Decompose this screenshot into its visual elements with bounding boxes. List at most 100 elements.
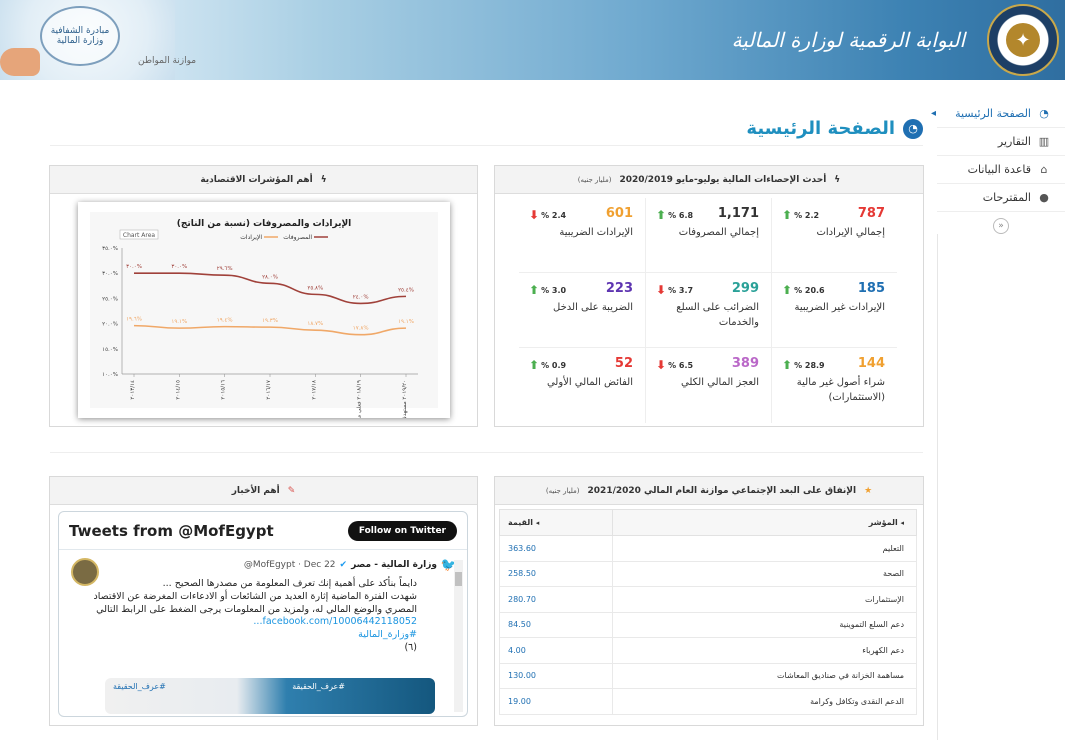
value-cell: 363.60 — [498, 535, 614, 562]
account-name[interactable]: وزارة المالية - مصر — [351, 560, 437, 570]
tweet-link[interactable]: facebook.com/10006442118052... — [253, 616, 417, 628]
panel-title: أهم الأخبار — [231, 485, 280, 496]
y-tick-label: ١٥.٠% — [102, 347, 118, 353]
data-label: ٢٨.٠% — [262, 274, 278, 280]
y-tick-label: ٣٥.٠% — [102, 246, 118, 252]
tweet-count: (٦) — [404, 642, 417, 654]
column-header-value[interactable]: ◂ القيمة — [498, 509, 614, 536]
account-handle[interactable]: @MofEgypt · Dec 22 — [243, 560, 336, 570]
x-tick-label: ٢٠١٧/١٨ — [311, 380, 317, 400]
data-label: ٢٤.٠% — [353, 294, 369, 300]
sidebar-item-home[interactable]: ◔ الصفحة الرئيسية ◂ — [931, 100, 1065, 128]
table-row: الصحة 258.50 — [498, 560, 917, 587]
dashboard-icon: ◔ — [1039, 107, 1049, 120]
change-value: 6.5 % — [668, 360, 694, 370]
chart-title: الإيرادات والمصروفات (نسبة من الناتج) — [177, 219, 352, 229]
stat-change: 28.9 % ⬆ — [782, 358, 825, 372]
page-title: ◔ الصفحة الرئيسية — [746, 118, 923, 139]
chart-area-tag — [119, 229, 159, 240]
column-label: المؤشر — [868, 518, 898, 527]
stat-label: إجمالي المصروفات — [678, 227, 759, 238]
legend-entry: المصروفات — [283, 234, 312, 241]
column-header-indicator[interactable]: ◂ المؤشر — [612, 509, 917, 536]
arrow-down-icon: ⬇ — [529, 208, 540, 222]
series-line — [133, 324, 407, 336]
data-label: ١٩.٣% — [262, 318, 278, 324]
twitter-timeline[interactable]: Tweets from @MofEgypt Follow on Twitter … — [58, 511, 468, 717]
sidebar-background — [937, 234, 1065, 740]
revenue-expense-chart[interactable]: Chart Area الإيرادات والمصروفات (نسبة من … — [78, 202, 450, 428]
comments-icon: ● — [1039, 191, 1049, 204]
timeline-title[interactable]: Tweets from @MofEgypt — [69, 521, 274, 540]
column-label: القيمة — [508, 518, 533, 527]
data-label: ١٩.٤% — [217, 318, 233, 324]
tweet[interactable]: وزارة المالية - مصر ✔ @MofEgypt · Dec 22… — [59, 550, 467, 716]
y-tick-label: ٣٠.٠% — [102, 271, 118, 277]
stat-card: 144 28.9 % ⬆ شراء أصول غير مالية (الاستثمار… — [771, 348, 897, 423]
data-label: ٢٩.٦% — [217, 266, 233, 272]
sidebar-item-reports[interactable]: ▥ التقارير — [937, 128, 1065, 156]
panel-header: ★ الإنفاق على البعد الإجتماعي موازنة الع… — [495, 477, 923, 505]
table-row: التعليم 363.60 — [498, 535, 917, 562]
twitter-bird-icon[interactable]: 🐦 — [440, 558, 457, 573]
sidebar-item-database[interactable]: ⌂ قاعدة البيانات — [937, 156, 1065, 184]
stat-value: 1,171 — [717, 206, 759, 221]
change-value: 28.9 % — [794, 360, 825, 370]
scrollbar[interactable] — [454, 560, 463, 712]
stat-change: 20.6 % ⬆ — [782, 283, 825, 297]
sort-caret-icon: ◂ — [535, 519, 540, 527]
stat-change: 2.4 % ⬇ — [529, 208, 566, 222]
y-tick-label: ٢٥.٠% — [102, 296, 118, 302]
change-value: 2.2 % — [794, 210, 820, 220]
social-spending-table: ◂ المؤشر ◂ القيمة التعليم 363.60 الصحة 258.… — [498, 509, 917, 715]
image-tag: #عرف_الحقيقة — [113, 682, 166, 691]
unit-label: (مليار جنيه) — [577, 175, 612, 184]
stat-value: 787 — [857, 206, 885, 221]
bolt-icon: ϟ — [320, 174, 327, 185]
panel-title: أحدث الإحصاءات المالية يوليو-مايو 2020/2… — [619, 174, 827, 185]
follow-button[interactable]: Follow on Twitter — [347, 520, 457, 541]
data-label: ١٧.٨% — [353, 326, 369, 332]
sidebar-collapse-button[interactable]: « — [993, 218, 1009, 234]
stats-grid: 787 2.2 % ⬆ إجمالي الإيرادات 1,171 6.8 % ⬆ إجما… — [519, 198, 897, 423]
scrollbar-thumb[interactable] — [455, 572, 462, 586]
x-tick-label: ٢٠١٥/١٦ — [221, 380, 227, 400]
table-row: دعم الكهرباء 4.00 — [498, 637, 917, 664]
stat-card: 223 3.0 % ⬆ الضريبة على الدخل — [519, 273, 645, 348]
tweet-line: دايماً بنأكد على أهمية إنك تعرف المعلومة… — [162, 578, 417, 589]
panel-title: أهم المؤشرات الاقتصادية — [200, 174, 313, 185]
panel-header: ϟ أهم المؤشرات الاقتصادية — [50, 166, 477, 194]
stat-label: الإيرادات غير الضريبية — [794, 302, 885, 313]
table-row: الدعم النقدى وتكافل وكرامة 19.00 — [498, 688, 917, 715]
site-header: مبادرة الشفافية وزارة المالية موازنة الم… — [0, 0, 1065, 80]
stat-value: 144 — [857, 356, 885, 371]
avatar[interactable] — [71, 558, 99, 586]
section-divider — [50, 452, 923, 453]
arrow-up-icon: ⬆ — [656, 208, 667, 222]
table-header-row: ◂ المؤشر ◂ القيمة — [498, 509, 917, 536]
value-cell: 84.50 — [498, 611, 614, 638]
sidebar-item-suggestions[interactable]: ● المقترحات — [937, 184, 1065, 212]
news-panel: ✎ أهم الأخبار Tweets from @MofEgypt Foll… — [49, 476, 478, 726]
sidebar-item-label: المقترحات — [982, 191, 1031, 204]
transparency-initiative-logo[interactable]: مبادرة الشفافية وزارة المالية — [40, 6, 120, 66]
line-chart-svg: Chart Area الإيرادات والمصروفات (نسبة من … — [90, 212, 438, 428]
x-tick-label: ٢٠١٦/١٧ — [266, 380, 272, 400]
tweet-image[interactable]: #عرف_الحقيقة #عرف_الحقيقة — [105, 678, 435, 714]
tweet-hashtag[interactable]: #وزارة_المالية — [358, 629, 417, 641]
panel-header: ϟ أحدث الإحصاءات المالية يوليو-مايو 2020… — [495, 166, 923, 194]
panel-title: الإنفاق على البعد الإجتماعي موازنة العام… — [587, 485, 857, 496]
stat-value: 601 — [605, 206, 633, 221]
latest-stats-panel: ϟ أحدث الإحصاءات المالية يوليو-مايو 2020… — [494, 165, 924, 427]
data-label: ١٨.٧% — [307, 321, 323, 327]
eagle-icon: ✦ — [1006, 23, 1040, 57]
tweet-meta: وزارة المالية - مصر ✔ @MofEgypt · Dec 22 — [244, 560, 437, 570]
change-value: 0.9 % — [541, 360, 567, 370]
ministry-seal-logo[interactable]: ✦ — [987, 4, 1059, 76]
citizen-budget-logo[interactable]: موازنة المواطن — [138, 56, 197, 66]
data-label: ٣٠.٠% — [126, 264, 142, 270]
stat-label: الإيرادات الضريبية — [559, 227, 633, 238]
hand-illustration — [0, 48, 40, 76]
stat-change: 6.8 % ⬆ — [656, 208, 693, 222]
legend-entry: الإيرادات — [240, 234, 262, 241]
